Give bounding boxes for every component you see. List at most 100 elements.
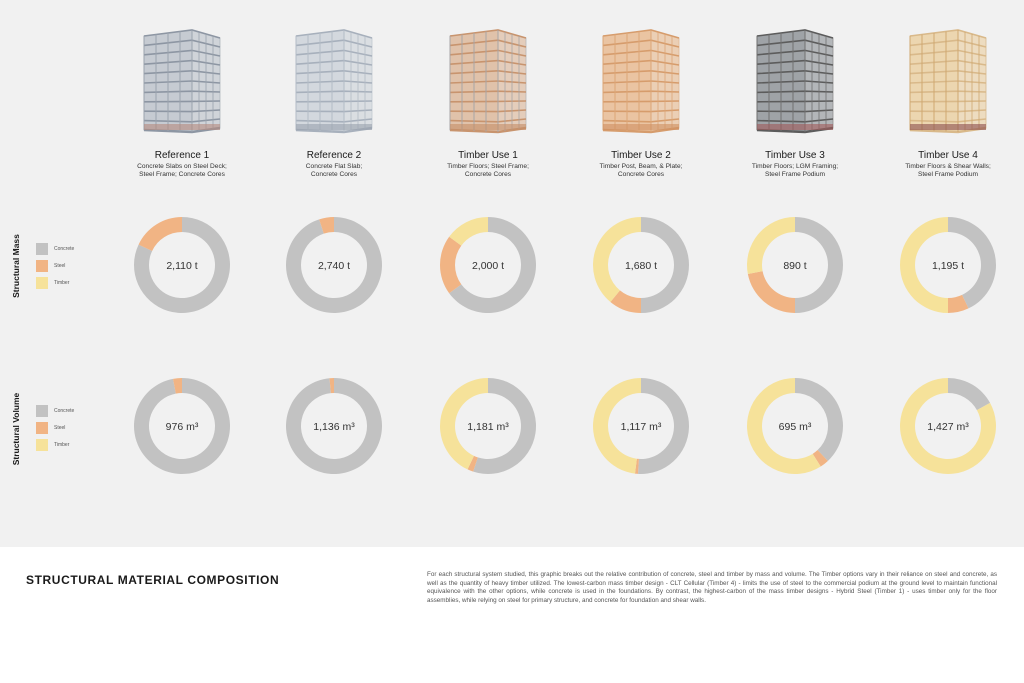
donut-slice-concrete (133, 217, 230, 313)
donut-volume-5: 1,427 m³ (900, 378, 996, 474)
legend-item-steel: Steel (36, 257, 74, 274)
building-rendering-4 (756, 29, 834, 134)
donut-slice-concrete (948, 217, 997, 309)
donut-slice-steel (634, 458, 639, 474)
donut-mass-5: 1,195 t (900, 217, 997, 313)
legend-item-timber: Timber (36, 274, 74, 291)
column-subtitle-line-2: Concrete Cores (617, 171, 665, 178)
donut-slice-steel (173, 378, 182, 394)
column-subtitle-line-1: Timber Floors & Shear Walls; (905, 163, 991, 170)
donut-slice-timber (592, 378, 641, 474)
column-subtitle-line-2: Steel Frame Podium (764, 171, 826, 178)
legend-swatch-timber (36, 438, 48, 451)
footer-title: STRUCTURAL MATERIAL COMPOSITION (26, 573, 280, 587)
donut-slice-steel (467, 455, 478, 472)
column-subtitle-line-2: Concrete Cores (464, 171, 512, 178)
building-podium (450, 124, 526, 130)
donut-slice-steel (812, 450, 828, 467)
column-subtitle-line-1: Concrete Slabs on Steel Deck; (137, 163, 227, 170)
donut-slice-timber (592, 217, 641, 302)
donut-mass-3: 1,680 t (592, 217, 689, 313)
donut-total-label: 1,136 m³ (313, 421, 355, 433)
building-rendering-0 (143, 29, 221, 134)
donut-total-label: 890 t (783, 260, 806, 272)
donut-mass-2: 2,000 t (439, 217, 536, 314)
column-subtitle-line-1: Timber Floors; Steel Frame; (447, 163, 529, 170)
donut-slice-steel (610, 290, 641, 313)
building-floor-slab (295, 100, 373, 103)
donut-slice-concrete (795, 217, 843, 313)
building-podium (296, 124, 372, 130)
building-rendering-2 (449, 29, 527, 134)
footer-description: For each structural system studied, this… (427, 571, 997, 604)
donut-slice-steel (948, 294, 969, 313)
legend-label: Steel (54, 262, 66, 269)
donut-volume-1: 1,136 m³ (285, 378, 382, 474)
column-subtitle-line-1: Concrete Flat Slab; (305, 163, 363, 170)
donut-total-label: 1,181 m³ (467, 421, 509, 433)
building-floor-slab (449, 100, 527, 103)
donut-slice-steel (138, 217, 182, 251)
legend-swatch-concrete (36, 404, 48, 417)
building-floor-slab (143, 100, 221, 103)
legend-mass: Concrete Steel Timber (36, 240, 74, 291)
donut-total-label: 1,680 t (625, 260, 657, 272)
legend-item-steel: Steel (36, 419, 74, 436)
donut-volume-0: 976 m³ (134, 378, 231, 474)
building-rendering-3 (602, 29, 680, 134)
column-title: Reference 2 (306, 150, 362, 161)
donut-slice-concrete (641, 217, 689, 313)
column-title: Timber Use 1 (458, 150, 518, 161)
building-floor-slab (602, 100, 680, 103)
building-podium (757, 124, 833, 130)
legend-label: Timber (54, 279, 70, 286)
legend-item-concrete: Concrete (36, 402, 74, 419)
building-floor-slab (602, 90, 680, 94)
legend-swatch-timber (36, 276, 48, 289)
legend-volume: Concrete Steel Timber (36, 402, 74, 453)
donut-total-label: 1,117 m³ (621, 421, 662, 433)
donut-mass-0: 2,110 t (133, 217, 230, 313)
building-podium (910, 124, 986, 130)
legend-item-concrete: Concrete (36, 240, 74, 257)
legend-label: Concrete (54, 245, 75, 252)
donut-slice-timber (449, 217, 488, 246)
donut-total-label: 976 m³ (166, 421, 199, 433)
donut-slice-timber (440, 378, 488, 470)
column-subtitle-line-2: Steel Frame Podium (917, 171, 979, 178)
donut-total-label: 2,000 t (472, 260, 504, 272)
building-floor-slab (756, 90, 834, 94)
building-floor-slab (909, 100, 987, 103)
legend-swatch-steel (36, 421, 48, 434)
donut-slice-concrete (134, 378, 231, 474)
donut-slice-concrete (637, 378, 690, 474)
footer: STRUCTURAL MATERIAL COMPOSITION For each… (0, 547, 1024, 683)
legend-label: Steel (54, 424, 66, 431)
donut-total-label: 2,110 t (166, 260, 197, 272)
donut-volume-3: 1,117 m³ (592, 378, 690, 474)
donut-slice-concrete (449, 217, 536, 314)
legend-label: Timber (54, 441, 70, 448)
donut-total-label: 2,740 t (318, 260, 350, 272)
donut-slice-concrete (795, 378, 844, 461)
building-floor-slab (909, 90, 987, 94)
column-subtitle-line-1: Timber Post, Beam, & Plate; (599, 163, 683, 170)
building-floor-slab (449, 90, 527, 94)
column-subtitle-line-2: Steel Frame; Concrete Cores (139, 171, 225, 178)
building-floor-slab (756, 100, 834, 103)
donut-slice-concrete (286, 217, 383, 313)
donut-slice-steel (439, 236, 462, 294)
column-title: Timber Use 4 (918, 150, 978, 161)
legend-item-timber: Timber (36, 436, 74, 453)
donut-slice-concrete (285, 378, 382, 474)
donut-mass-4: 890 t (747, 217, 843, 313)
donut-total-label: 1,195 t (932, 260, 964, 272)
donut-slice-concrete (948, 378, 991, 411)
column-subtitle-line-2: Concrete Cores (310, 171, 358, 178)
donut-slice-timber (900, 217, 948, 313)
building-rendering-1 (295, 29, 373, 134)
donut-slice-timber (747, 217, 795, 274)
legend-swatch-concrete (36, 242, 48, 255)
building-floor-slab (295, 90, 373, 94)
donut-slice-concrete (473, 378, 536, 474)
